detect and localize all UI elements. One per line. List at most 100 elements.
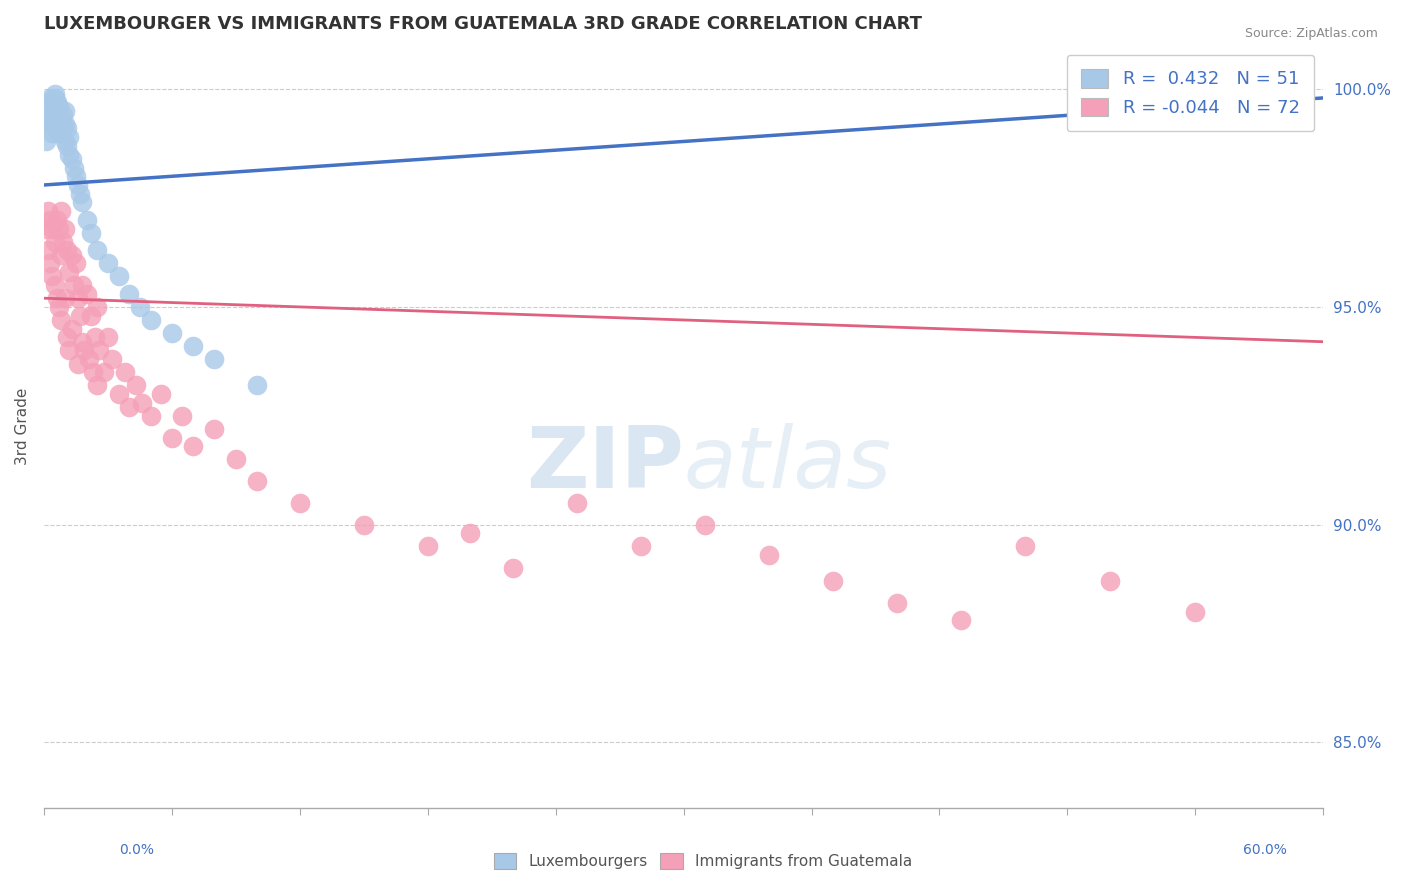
Y-axis label: 3rd Grade: 3rd Grade [15,388,30,466]
Point [56,121,79,136]
Point [1099,574,1122,589]
Point [44,91,66,105]
Point [56,330,79,344]
Point [56,244,79,258]
Point [693,517,716,532]
Point [66,291,89,305]
Point [1227,95,1250,110]
Point [76,286,98,301]
Point [97,330,120,344]
Point [758,548,780,562]
Point [139,313,162,327]
Point [97,256,120,270]
Point [72,195,94,210]
Point [48,112,70,127]
Point [52,121,75,136]
Point [37,95,59,110]
Point [107,269,129,284]
Point [72,278,94,293]
Point [49,112,72,127]
Point [39,103,62,118]
Point [150,387,173,401]
Point [76,212,98,227]
Point [1184,605,1206,619]
Point [58,265,80,279]
Point [45,291,67,305]
Point [69,186,91,201]
Point [53,221,76,235]
Point [44,103,66,118]
Point [118,400,141,414]
Point [1205,87,1227,101]
Point [72,334,94,349]
Point [93,365,115,379]
Point [86,244,108,258]
Point [886,596,908,610]
Point [56,138,79,153]
Point [58,343,80,358]
Point [60,321,83,335]
Point [48,300,70,314]
Text: 60.0%: 60.0% [1243,843,1286,857]
Point [204,352,226,367]
Point [73,343,96,358]
Point [58,147,80,161]
Legend: Luxembourgers, Immigrants from Guatemala: Luxembourgers, Immigrants from Guatemala [488,847,918,875]
Point [246,378,269,392]
Point [44,278,66,293]
Point [44,235,66,249]
Point [37,204,59,219]
Point [35,135,58,149]
Point [353,517,375,532]
Point [39,256,62,270]
Point [565,496,588,510]
Text: Source: ZipAtlas.com: Source: ZipAtlas.com [1244,27,1378,40]
Point [49,247,72,261]
Text: LUXEMBOURGER VS IMMIGRANTS FROM GUATEMALA 3RD GRADE CORRELATION CHART: LUXEMBOURGER VS IMMIGRANTS FROM GUATEMAL… [44,15,922,33]
Text: 0.0%: 0.0% [120,843,155,857]
Point [49,204,72,219]
Point [86,300,108,314]
Point [39,212,62,227]
Point [48,126,70,140]
Point [630,540,652,554]
Text: ZIP: ZIP [526,423,683,507]
Point [45,95,67,110]
Point [52,235,75,249]
Point [52,108,75,122]
Point [160,431,183,445]
Point [44,117,66,131]
Point [60,247,83,261]
Point [128,300,150,314]
Point [101,352,124,367]
Point [69,309,91,323]
Point [53,103,76,118]
Point [58,130,80,145]
Point [62,278,84,293]
Point [172,409,194,423]
Point [45,121,67,136]
Point [37,244,59,258]
Point [1184,91,1206,105]
Point [41,221,63,235]
Point [65,256,87,270]
Point [49,313,72,327]
Point [41,269,63,284]
Point [225,452,247,467]
Point [288,496,311,510]
Point [66,178,89,192]
Point [41,112,63,127]
Point [502,561,524,575]
Point [181,439,204,453]
Point [49,126,72,140]
Point [53,291,76,305]
Point [62,161,84,175]
Point [39,117,62,131]
Point [35,221,58,235]
Point [89,343,111,358]
Point [60,152,83,166]
Point [41,126,63,140]
Point [53,135,76,149]
Point [181,339,204,353]
Point [48,100,70,114]
